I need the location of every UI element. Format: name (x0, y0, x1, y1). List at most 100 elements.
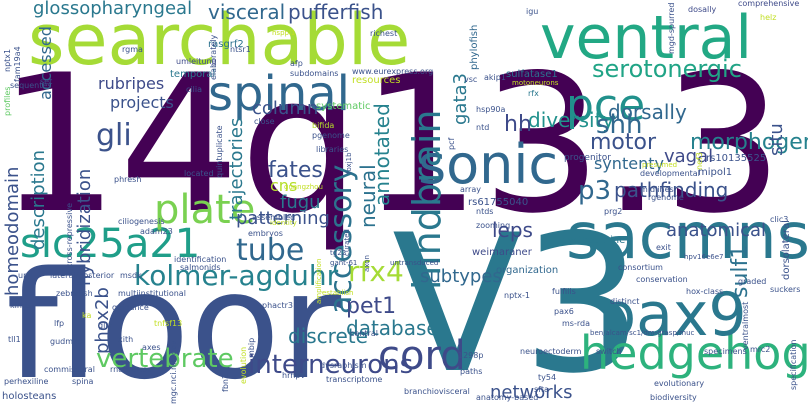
word: paths (460, 367, 483, 376)
word: foxj1b (345, 152, 353, 174)
word: comprehensive (738, 0, 800, 8)
word: hedgehog (580, 326, 808, 380)
word: rfx4 (348, 255, 404, 288)
word: annotated (370, 103, 394, 206)
word: exit (656, 243, 671, 252)
word: libraries (316, 145, 349, 154)
word: sfta (534, 385, 549, 394)
word: presumed (642, 161, 678, 169)
word: hox-class (686, 287, 724, 296)
word: motoneurons (512, 79, 559, 87)
word: guidance (112, 303, 149, 312)
word: anatomy-based (476, 393, 539, 402)
word: morphogen (690, 130, 808, 155)
word: serotonergic (592, 55, 742, 83)
word: set (40, 77, 53, 86)
word: temporal (170, 69, 216, 80)
word: xith (118, 335, 134, 344)
word: pathfinding (614, 178, 729, 202)
word: specification (789, 339, 798, 390)
word: cns (270, 176, 298, 195)
word: vagal (664, 146, 714, 167)
word: guangzhou (284, 183, 323, 191)
word: afp (290, 59, 303, 68)
word: cross-repressive (65, 203, 74, 268)
word: embryos (248, 229, 283, 238)
word: identity (270, 219, 297, 227)
word: clic3 (770, 215, 789, 224)
word: quintuplicate (215, 125, 224, 178)
word: tnfsf13 (154, 319, 183, 328)
word: sequentes (10, 81, 52, 90)
word: phylofish (469, 24, 480, 70)
word: discrete (288, 324, 368, 348)
word: axon (363, 255, 371, 272)
word: untransduced (390, 259, 439, 267)
word: dorsally (608, 100, 687, 124)
word: located (184, 169, 214, 178)
word: ntsr1 (230, 45, 251, 54)
word: fulfills (552, 287, 576, 296)
word: rfx (528, 89, 539, 98)
word: sulf1 (728, 244, 753, 298)
word: subtypes (420, 266, 502, 287)
word: hrhpv (282, 371, 306, 380)
word: pax9 (598, 280, 747, 350)
word: sulfatase1 (506, 69, 558, 80)
word: organization (496, 265, 559, 276)
word: graded (738, 277, 767, 286)
word: cord (378, 333, 466, 379)
word: ventral (540, 3, 753, 73)
word: amplification (315, 258, 323, 304)
word: rs10135525 (706, 153, 767, 164)
word: projects (110, 93, 174, 112)
word: slc25a21 (20, 221, 201, 267)
word: commissural (44, 365, 95, 374)
word: transcriptome (326, 375, 383, 384)
word: trajectories (226, 117, 247, 220)
word: gant-61 (330, 259, 358, 267)
word: branchiovisceral (404, 387, 470, 396)
word: phresh (114, 175, 142, 184)
word: ciliogenesis (118, 217, 165, 226)
word: shh (596, 110, 643, 140)
word: database (346, 316, 439, 340)
word: glossopharyngeal (33, 0, 193, 19)
word: conservation (636, 275, 688, 284)
word: mbip (247, 337, 256, 358)
word: situ (766, 123, 787, 156)
word: holosteans (2, 391, 57, 402)
word: pufferfish (288, 0, 384, 24)
word: patterning (236, 208, 330, 229)
word: floor (6, 240, 342, 404)
word: resources (352, 75, 401, 86)
word: msdk (120, 271, 142, 280)
word: dosally (688, 5, 717, 14)
word: multiinstitutional (118, 289, 186, 298)
word: sacmns (566, 200, 808, 274)
word: 14q13.3 (0, 34, 784, 255)
word: rgma (122, 45, 143, 54)
word: p3 (578, 176, 612, 206)
word: suckers (770, 285, 801, 294)
word: dysraphism (320, 361, 367, 370)
word: umleitung (176, 57, 217, 66)
word: assembled (252, 213, 296, 222)
word: www.eurexpress.org (352, 67, 434, 76)
word: networks (490, 382, 573, 403)
word: developmental (640, 169, 700, 178)
word: ty54 (538, 373, 557, 382)
word: adam23 (140, 227, 173, 236)
word: systematic (316, 101, 371, 112)
word: cilia (186, 85, 202, 94)
word: richest (370, 29, 398, 38)
word: searchable (28, 0, 411, 81)
word: gli (96, 118, 132, 153)
word: rasgrf2 (208, 39, 244, 50)
word: column (252, 98, 319, 119)
word: ka (82, 311, 92, 320)
word: interneurons (248, 350, 414, 380)
word: consortium (618, 263, 663, 272)
word: fbn2 (221, 373, 230, 392)
